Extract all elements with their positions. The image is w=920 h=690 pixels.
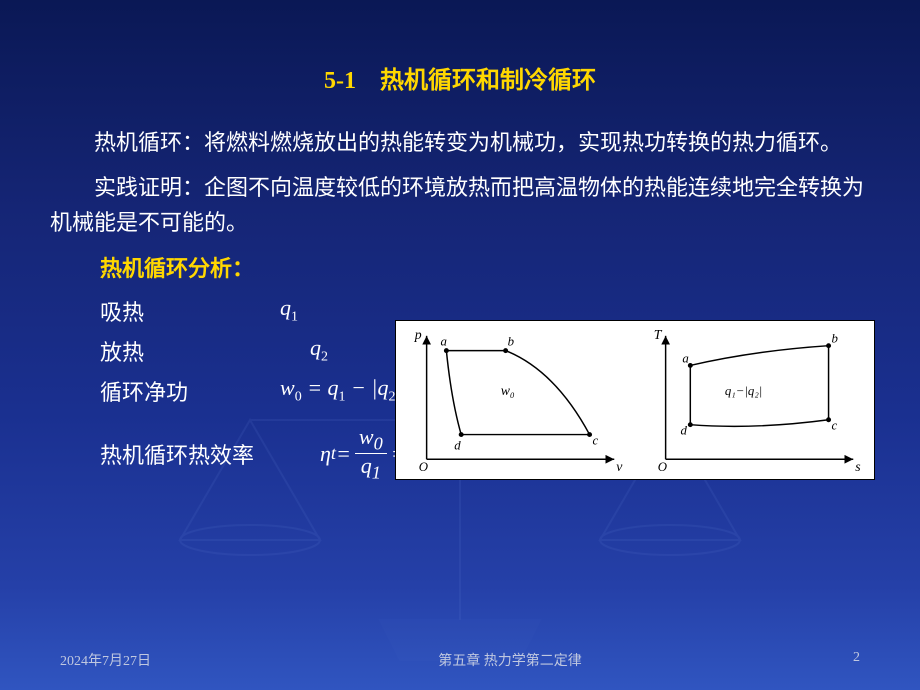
frac1: w0 q1 xyxy=(355,425,387,483)
sym-q2-sub: 2 xyxy=(321,350,328,365)
sym-q1b: q xyxy=(328,375,339,400)
sym-q2b: q xyxy=(377,375,388,400)
pv-c: c xyxy=(593,433,599,447)
ts-b: b xyxy=(832,332,839,346)
label-efficiency: 热机循环热效率 xyxy=(100,438,300,470)
sym-q1-sub: 1 xyxy=(291,310,298,325)
pv-y-label: p xyxy=(414,327,422,342)
paragraph-2: 实践证明：企图不向温度较低的环境放热而把高温物体的热能连续地完全转换为机械能是不… xyxy=(50,170,870,240)
ts-diagram: T s O a b c d q₁−|q₂| xyxy=(635,321,874,479)
sym-w: w xyxy=(280,375,295,400)
pv-x-label: v xyxy=(616,459,623,474)
label-absorb: 吸热 xyxy=(100,295,280,327)
sym-q2: q xyxy=(310,335,321,360)
ts-x-label: s xyxy=(855,459,860,474)
section-title: 5-1 热机循环和制冷循环 xyxy=(50,60,870,95)
ts-center: q₁−|q₂| xyxy=(725,384,762,398)
ts-c: c xyxy=(832,419,838,433)
sym-eq2: = xyxy=(336,441,351,467)
formula-q2: q2 xyxy=(310,335,328,365)
sym-w0-sub: 0 xyxy=(295,390,302,405)
sym-eta: η xyxy=(320,441,331,467)
analysis-heading: 热机循环分析： xyxy=(100,251,870,283)
pv-origin: O xyxy=(419,460,428,474)
footer-date: 2024年7月27日 xyxy=(60,650,220,670)
f1n-w: w xyxy=(359,424,374,449)
sym-q1b-sub: 1 xyxy=(339,390,346,405)
cycle-diagrams: p v O a b c d w₀ T s O a xyxy=(395,320,875,480)
pv-a: a xyxy=(440,335,446,349)
pv-center: w₀ xyxy=(501,383,515,398)
ts-y-label: T xyxy=(654,327,663,342)
slide-content: 5-1 热机循环和制冷循环 热机循环：将燃料燃烧放出的热能转变为机械功，实现热功… xyxy=(0,0,920,690)
footer-page: 2 xyxy=(800,650,860,670)
ts-a: a xyxy=(682,351,688,365)
ts-origin: O xyxy=(658,460,667,474)
label-release: 放热 xyxy=(100,335,280,367)
f1d-q1: 1 xyxy=(372,463,381,483)
pv-b: b xyxy=(508,335,515,349)
f1n-w0: 0 xyxy=(374,433,383,453)
formula-w0: w0 = q1 − |q2| xyxy=(280,375,402,405)
slide-footer: 2024年7月27日 第五章 热力学第二定律 2 xyxy=(0,650,920,670)
pv-diagram: p v O a b c d w₀ xyxy=(396,321,635,479)
footer-chapter: 第五章 热力学第二定律 xyxy=(220,650,800,670)
formula-q1: q1 xyxy=(280,295,298,325)
label-network: 循环净功 xyxy=(100,375,280,407)
f1d-q: q xyxy=(361,453,372,478)
sym-minus1: − xyxy=(351,375,371,400)
paragraph-1: 热机循环：将燃料燃烧放出的热能转变为机械功，实现热功转换的热力循环。 xyxy=(50,125,870,160)
pv-d: d xyxy=(454,438,461,452)
sym-eq1: = xyxy=(307,375,327,400)
sym-q: q xyxy=(280,295,291,320)
ts-d: d xyxy=(680,424,687,438)
